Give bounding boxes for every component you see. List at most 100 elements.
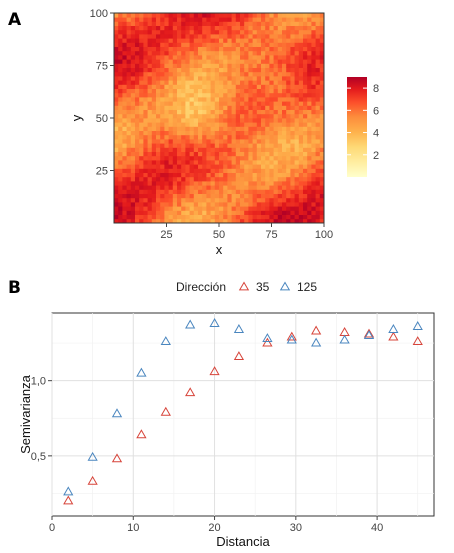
heatmap-cell xyxy=(206,214,211,220)
heatmap-cell xyxy=(139,181,144,186)
heatmap-cell xyxy=(156,168,161,173)
heatmap-cell xyxy=(206,29,211,35)
heatmap-cell xyxy=(172,185,178,190)
heatmap-cell xyxy=(223,50,228,56)
heatmap-cell xyxy=(139,97,144,102)
heatmap-cell xyxy=(303,193,308,199)
heatmap-cell xyxy=(231,143,237,148)
heatmap-cell xyxy=(202,92,207,98)
heatmap-cell xyxy=(244,189,249,194)
heatmap-cell xyxy=(282,88,287,94)
heatmap-cell xyxy=(227,176,232,182)
heatmap-cell xyxy=(156,151,161,157)
heatmap-cell xyxy=(135,210,140,215)
heatmap-cell xyxy=(206,92,211,98)
heatmap-cell xyxy=(248,55,253,60)
heatmap-cell xyxy=(290,139,295,144)
heatmap-cell xyxy=(177,197,182,203)
heatmap-cell xyxy=(214,139,220,144)
heatmap-cell xyxy=(164,46,169,52)
heatmap-cell xyxy=(282,42,287,47)
heatmap-cell xyxy=(240,197,245,203)
heatmap-cell xyxy=(151,67,157,73)
heatmap-cell xyxy=(122,126,127,131)
heatmap-cell xyxy=(214,168,220,173)
heatmap-cell xyxy=(172,13,178,18)
heatmap-cell xyxy=(286,130,291,136)
heatmap-cell xyxy=(307,71,312,77)
heatmap-cell xyxy=(206,71,211,77)
heatmap-cell xyxy=(168,105,174,110)
heatmap-cell xyxy=(290,181,295,186)
heatmap-cell xyxy=(298,210,304,215)
heatmap-cell xyxy=(227,34,232,39)
heatmap-cell xyxy=(206,38,211,43)
heatmap-cell xyxy=(160,42,165,47)
heatmap-cell xyxy=(223,46,228,52)
heatmap-cell xyxy=(303,21,308,26)
heatmap-cell xyxy=(214,42,220,47)
heatmap-cell xyxy=(240,202,245,207)
heatmap-cell xyxy=(189,21,195,26)
heatmap-cell xyxy=(114,29,119,35)
heatmap-cell xyxy=(139,206,144,211)
heatmap-cell xyxy=(244,151,249,157)
heatmap-cell xyxy=(269,139,274,144)
heatmap-cell xyxy=(244,130,249,136)
heatmap-cell xyxy=(219,193,224,199)
heatmap-cell xyxy=(307,210,312,215)
heatmap-cell xyxy=(231,101,237,106)
heatmap-cell xyxy=(181,134,186,140)
heatmap-cell xyxy=(231,181,237,186)
heatmap-cell xyxy=(168,139,174,144)
heatmap-cell xyxy=(122,109,127,115)
heatmap-cell xyxy=(198,122,203,127)
panel-b-label: B xyxy=(8,278,21,298)
heatmap-cell xyxy=(303,67,308,73)
heatmap-cell xyxy=(193,42,199,47)
heatmap-cell xyxy=(193,67,199,73)
heatmap-cell xyxy=(303,122,308,127)
heatmap-cell xyxy=(198,80,203,85)
heatmap-cell xyxy=(290,160,295,165)
heatmap-cell xyxy=(273,67,279,73)
heatmap-cell xyxy=(269,202,274,207)
heatmap-cell xyxy=(118,17,123,22)
heatmap-cell xyxy=(193,118,199,123)
heatmap-cell xyxy=(168,21,174,26)
heatmap-cell xyxy=(177,210,182,215)
heatmap-cell xyxy=(269,59,274,64)
heatmap-cell xyxy=(294,113,300,119)
heatmap-cell xyxy=(143,34,148,39)
heatmap-cell xyxy=(307,34,312,39)
heatmap-cell xyxy=(290,42,295,47)
heatmap-cell xyxy=(139,21,144,26)
heatmap-cell xyxy=(315,130,321,136)
heatmap-cell xyxy=(168,97,174,102)
heatmap-cell xyxy=(202,130,207,136)
heatmap-cell xyxy=(130,46,136,52)
heatmap-cell xyxy=(214,29,220,35)
heatmap-cell xyxy=(139,67,144,73)
heatmap-cell xyxy=(185,101,190,106)
heatmap-cell xyxy=(244,92,249,98)
heatmap-cell xyxy=(202,17,207,22)
heatmap-cell xyxy=(252,59,258,64)
heatmap-cell xyxy=(122,71,127,77)
heatmap-cell xyxy=(147,101,153,106)
heatmap-cell xyxy=(181,139,186,144)
heatmap-cell xyxy=(311,46,316,52)
y-tick-label: 75 xyxy=(96,61,108,73)
heatmap-cell xyxy=(202,155,207,161)
heatmap-cell xyxy=(248,181,253,186)
heatmap-cell xyxy=(244,25,249,31)
heatmap-cell xyxy=(311,164,316,169)
heatmap-cell xyxy=(315,59,321,64)
heatmap-cell xyxy=(139,50,144,56)
heatmap-cell xyxy=(227,109,232,115)
heatmap-cell xyxy=(227,126,232,131)
heatmap-cell xyxy=(160,139,165,144)
heatmap-cell xyxy=(185,193,190,199)
heatmap-cell xyxy=(273,34,279,39)
heatmap-cell xyxy=(248,17,253,22)
